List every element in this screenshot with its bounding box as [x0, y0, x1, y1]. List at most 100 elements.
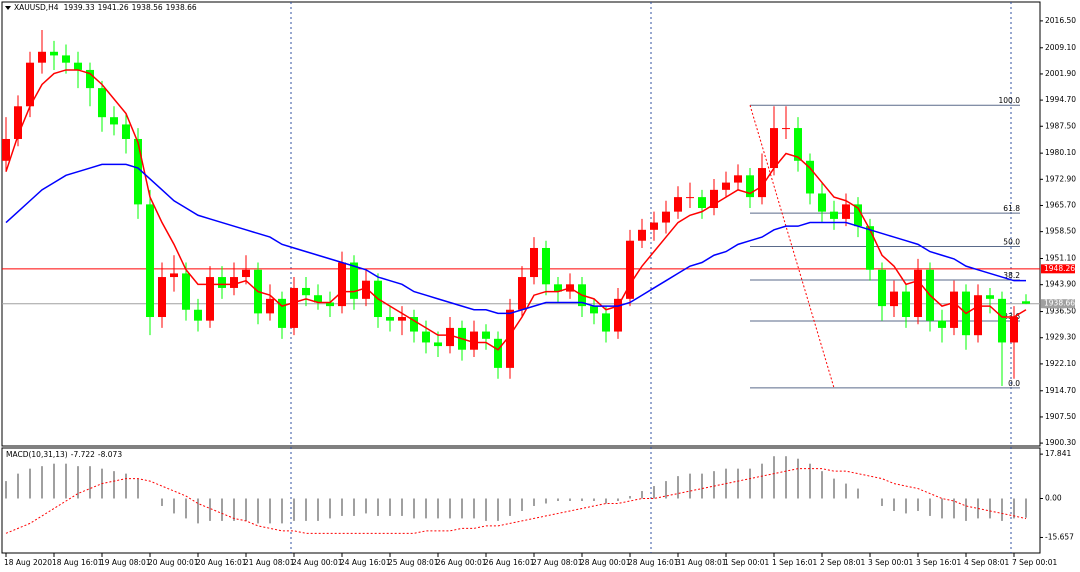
candle-body	[782, 128, 790, 130]
candle-body	[326, 302, 334, 307]
x-tick-label: 25 Aug 08:01	[388, 558, 439, 567]
candle-body	[146, 204, 154, 318]
candle-body	[686, 197, 694, 199]
candle-body	[698, 197, 706, 209]
candle-body	[734, 175, 742, 183]
y-tick-label: 2001.90	[1045, 69, 1076, 78]
candle-body	[74, 62, 82, 70]
y-tick-label: 1972.90	[1045, 174, 1076, 183]
price-box	[1041, 299, 1075, 309]
candle-body	[614, 298, 622, 332]
candle-body	[710, 189, 718, 209]
candle-body	[866, 226, 874, 270]
candle-body	[314, 295, 322, 303]
candle-body	[278, 298, 286, 328]
x-tick-label: 1 Sep 16:01	[772, 558, 818, 567]
candle-body	[14, 106, 22, 139]
candle-body	[38, 51, 46, 63]
x-tick-label: 18 Aug 16:01	[52, 558, 103, 567]
x-tick-label: 7 Sep 00:01	[1012, 558, 1058, 567]
candle-body	[794, 128, 802, 161]
trendline	[749, 105, 835, 389]
candle-body	[194, 309, 202, 321]
fib-label: 61.8	[1003, 204, 1020, 213]
signal-line	[5, 468, 1027, 534]
x-tick-label: 27 Aug 08:01	[532, 558, 583, 567]
candle-body	[110, 117, 118, 125]
candle-body	[182, 273, 190, 310]
candle-body	[746, 175, 754, 198]
candle-body	[554, 284, 562, 292]
candle-body	[230, 277, 238, 288]
candle-body	[410, 317, 418, 332]
x-tick-label: 2 Sep 08:01	[820, 558, 866, 567]
y-tick-label: 1900.30	[1045, 438, 1076, 447]
x-tick-label: 19 Aug 08:01	[100, 558, 151, 567]
candle-body	[518, 277, 526, 310]
candle-body	[158, 277, 166, 318]
candle-body	[98, 88, 106, 118]
candle-body	[914, 269, 922, 318]
x-tick-label: 4 Sep 08:01	[964, 558, 1010, 567]
ohlc-low: 1938.56	[132, 3, 163, 12]
ohlc-open: 1939.33	[64, 3, 95, 12]
candle-body	[26, 62, 34, 107]
x-tick-label: 20 Aug 16:01	[196, 558, 247, 567]
x-tick-label: 26 Aug 00:01	[436, 558, 487, 567]
candle-body	[590, 306, 598, 314]
candle-body	[770, 128, 778, 169]
price-label: 1938.66	[1044, 299, 1075, 308]
macd-label: MACD(10,31,13)	[6, 450, 68, 459]
candle-body	[290, 287, 298, 328]
x-tick-label: 28 Aug 00:01	[580, 558, 631, 567]
y-tick-label: 1994.70	[1045, 95, 1076, 104]
candle-body	[338, 262, 346, 307]
y-tick-label: 1987.50	[1045, 121, 1076, 130]
candle-body	[530, 247, 538, 278]
candle-body	[50, 51, 58, 56]
candle-body	[998, 298, 1006, 343]
candle-body	[134, 138, 142, 205]
y-tick-label: 1965.70	[1045, 200, 1076, 209]
x-tick-label: 24 Aug 00:01	[292, 558, 343, 567]
candle-body	[902, 291, 910, 318]
header-icon	[5, 6, 11, 10]
y-tick-label: 1922.10	[1045, 359, 1076, 368]
candle-body	[674, 197, 682, 212]
candle-body	[206, 277, 214, 321]
ohlc-close: 1938.66	[166, 3, 197, 12]
candle-body	[302, 287, 310, 296]
fib-label: 0.0	[1008, 379, 1020, 388]
candle-body	[818, 193, 826, 212]
candle-body	[386, 317, 394, 321]
candle-body	[434, 342, 442, 347]
fib-label: 100.0	[999, 96, 1021, 105]
x-tick-label: 21 Aug 08:01	[244, 558, 295, 567]
price-box	[1041, 264, 1075, 274]
x-tick-label: 3 Sep 00:01	[868, 558, 914, 567]
candle-body	[1010, 317, 1018, 343]
candle-body	[662, 211, 670, 223]
candle-body	[806, 160, 814, 194]
y-tick-label: 1951.10	[1045, 254, 1076, 263]
y-tick-label: 2016.50	[1045, 16, 1076, 25]
candle-body	[362, 280, 370, 299]
macd-value: -7.722	[71, 450, 95, 459]
y-tick-label: 1929.30	[1045, 333, 1076, 342]
header: XAUUSD,H4 1939.33 1941.26 1938.56 1938.66	[14, 3, 197, 12]
candle-body	[842, 204, 850, 219]
symbol: XAUUSD,H4	[14, 3, 59, 12]
x-tick-label: 20 Aug 00:01	[148, 558, 199, 567]
candle-body	[650, 222, 658, 230]
signal-value: -8.073	[98, 450, 122, 459]
candle-body	[626, 240, 634, 299]
candle-body	[266, 298, 274, 314]
candle-body	[542, 247, 550, 285]
candle-body	[242, 269, 250, 278]
candle-body	[62, 55, 70, 63]
y-tick-label: 1936.50	[1045, 307, 1076, 316]
fib-label: 50.0	[1003, 238, 1020, 247]
y-tick-label: 1980.10	[1045, 148, 1076, 157]
candle-body	[830, 211, 838, 219]
